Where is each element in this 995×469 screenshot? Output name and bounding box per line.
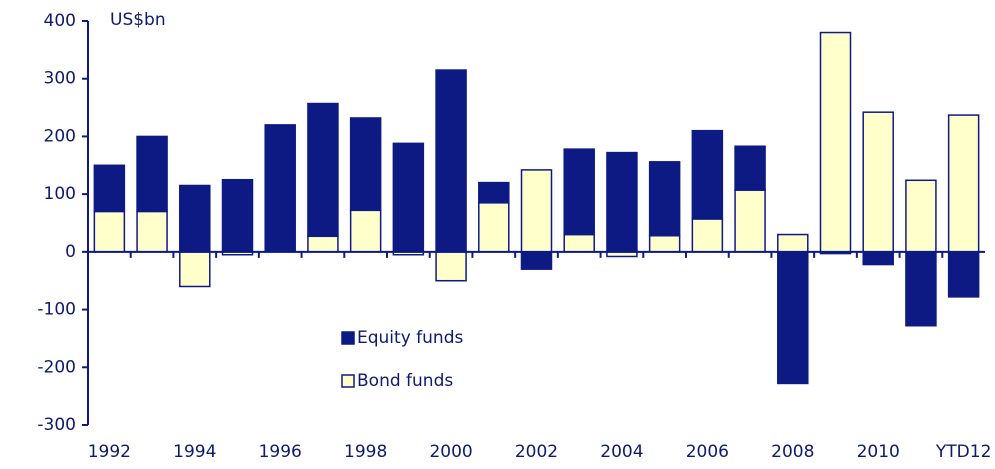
- x-tick-label: 1996: [259, 442, 302, 462]
- y-tick-label: 0: [65, 242, 76, 262]
- x-tick-label: 2002: [515, 442, 558, 462]
- bar-segment: [392, 142, 425, 253]
- bar-segment: [563, 148, 595, 236]
- bar-segment: [221, 178, 254, 253]
- bar-segment: [606, 151, 638, 253]
- bar-segment: [136, 210, 168, 253]
- bar-segment: [435, 251, 467, 282]
- bar-segment: [264, 124, 296, 253]
- x-tick-label: 2004: [600, 442, 643, 462]
- bar-segment: [862, 111, 894, 253]
- x-tick-label: 1992: [88, 442, 131, 462]
- bar-segment: [136, 135, 168, 213]
- bar-segment: [93, 164, 126, 213]
- bar-segment: [947, 114, 980, 253]
- y-tick-label: 300: [44, 69, 76, 89]
- bar-segment: [563, 233, 595, 253]
- legend-label: Bond funds: [357, 371, 453, 391]
- bar-segment: [734, 189, 766, 253]
- bar-segment: [478, 181, 510, 204]
- x-tick-label: 2008: [771, 442, 814, 462]
- bar-segment: [905, 179, 937, 253]
- x-tick-label: 2006: [686, 442, 729, 462]
- bar-segment: [648, 234, 681, 253]
- legend-swatch: [341, 331, 355, 345]
- bar-segment: [777, 251, 809, 385]
- bar-segment: [777, 233, 809, 253]
- bar-segment: [862, 251, 894, 266]
- y-tick-label: -300: [37, 415, 76, 435]
- bar-segment: [349, 209, 382, 253]
- y-tick-label: -200: [37, 357, 76, 377]
- y-tick-label: 100: [44, 184, 76, 204]
- bar-segment: [691, 129, 724, 220]
- bar-segment: [734, 145, 766, 191]
- bar-segment: [648, 161, 681, 237]
- x-tick-label: YTD12: [935, 442, 992, 462]
- bar-segment: [435, 69, 467, 253]
- y-tick-label: 200: [44, 126, 76, 146]
- bar-segment: [349, 117, 382, 212]
- bar-segment: [947, 251, 980, 298]
- bar-segment: [905, 251, 937, 327]
- y-tick-label: 400: [44, 11, 76, 31]
- bar-segment: [179, 251, 211, 288]
- legend-label: Equity funds: [357, 328, 463, 348]
- bar-segment: [93, 210, 126, 253]
- x-tick-label: 2000: [429, 442, 472, 462]
- x-tick-label: 1994: [173, 442, 216, 462]
- bar-segment: [520, 251, 553, 270]
- y-tick-label: -100: [37, 300, 76, 320]
- legend-swatch: [341, 374, 355, 388]
- bar-segment: [520, 169, 553, 253]
- y-axis-label: US$bn: [110, 10, 166, 30]
- bar-segment: [307, 102, 339, 238]
- bar-segment: [819, 31, 852, 253]
- bar-segment: [691, 218, 724, 253]
- x-tick-label: 2010: [857, 442, 900, 462]
- bar-segment: [478, 202, 510, 253]
- bar-segment: [307, 235, 339, 253]
- bar-segment: [179, 184, 211, 253]
- x-tick-label: 1998: [344, 442, 387, 462]
